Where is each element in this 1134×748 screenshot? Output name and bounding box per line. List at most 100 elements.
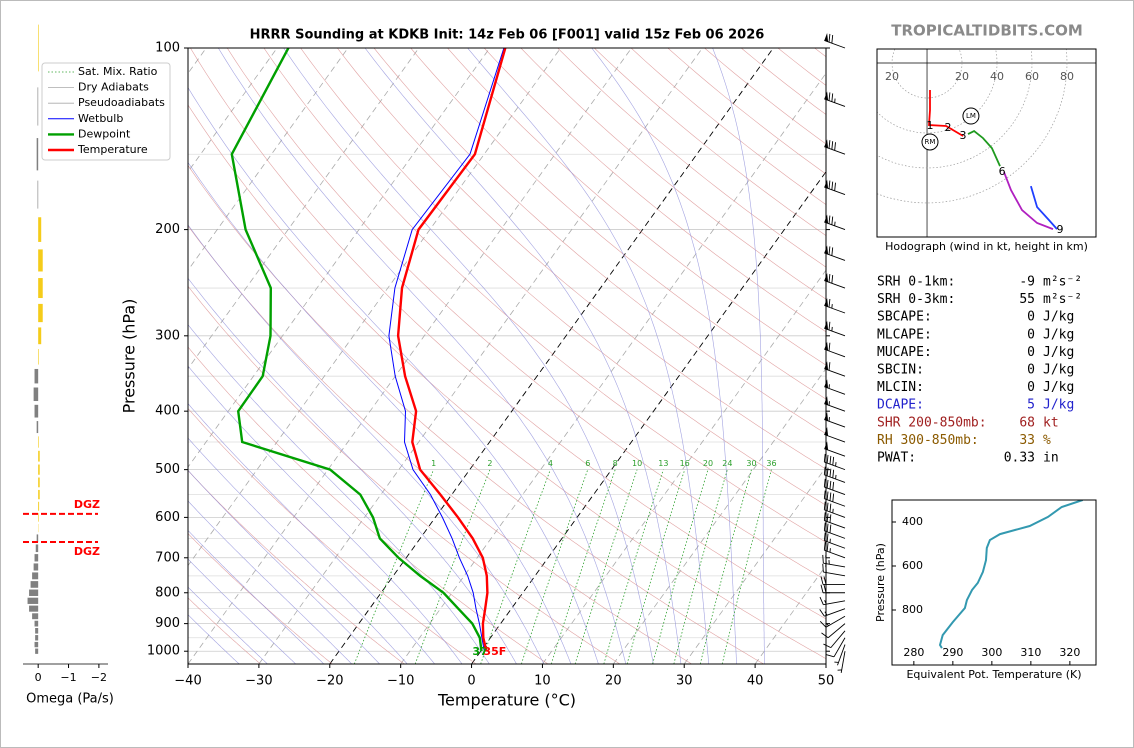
wind-barb — [823, 532, 846, 549]
barb-feather — [829, 503, 832, 512]
mixing-ratio-label: 10 — [632, 459, 642, 468]
wind-barb — [819, 615, 846, 628]
barb-pennant — [824, 361, 829, 370]
dry-adiabat — [447, 48, 826, 366]
x-tick-label: 320 — [1059, 646, 1080, 659]
mixing-ratio-line — [574, 469, 638, 664]
y-axis-title: Pressure (hPa) — [120, 299, 139, 414]
wind-barb — [824, 361, 846, 377]
mixing-ratio-label: 20 — [703, 459, 713, 468]
barb-feather — [829, 524, 832, 533]
barb-pennant — [824, 245, 829, 255]
x-tick-label: 50 — [818, 674, 835, 689]
legend-label: Wetbulb — [78, 112, 123, 125]
barb-feather — [823, 478, 826, 488]
wind-barb — [824, 341, 846, 358]
hodo-ring-label: 40 — [990, 70, 1004, 83]
wind-barb — [824, 214, 846, 231]
barb-staff — [824, 486, 846, 496]
barb-feather — [832, 493, 835, 502]
barb-feather — [831, 216, 834, 225]
barb-feather — [820, 584, 824, 593]
barb-feather — [826, 491, 829, 500]
barb-feather — [829, 480, 832, 490]
barb-feather — [828, 180, 831, 189]
isotherm — [188, 48, 632, 664]
wind-barb — [823, 501, 846, 518]
wind-barb — [821, 623, 846, 639]
barb-feather — [829, 468, 832, 477]
mixing-ratio-line — [414, 469, 491, 664]
barb-feather — [831, 93, 834, 102]
omega-bar — [38, 477, 40, 488]
y-tick-label: 600 — [155, 510, 180, 525]
mixing-ratio-label: 24 — [722, 459, 732, 468]
omega-bar — [38, 278, 43, 299]
omega-bar — [30, 581, 39, 588]
barb-staff — [827, 623, 846, 639]
surface-label: 35F — [483, 645, 506, 658]
barb-feather — [834, 142, 836, 151]
barb-feather — [821, 632, 829, 639]
y-tick-label: 900 — [155, 616, 180, 631]
barb-feather — [823, 512, 826, 521]
barb-feather — [826, 523, 829, 532]
pseudoadiabat — [218, 48, 627, 664]
dry-adiabat — [520, 48, 826, 300]
index-unit: J/kg — [1043, 310, 1074, 325]
hodo-ring-label: 60 — [1025, 70, 1039, 83]
mixing-ratio-label: 8 — [613, 459, 618, 468]
barb-feather — [828, 92, 831, 101]
barb-feather — [832, 456, 835, 466]
wind-barb — [823, 478, 846, 496]
wind-barb — [824, 320, 846, 337]
barb-feather — [826, 479, 829, 489]
wind-barb — [824, 441, 846, 457]
index-unit: % — [1043, 433, 1051, 448]
index-label: MUCAPE: — [877, 345, 932, 360]
index-unit: J/kg — [1043, 380, 1074, 395]
hodo-ring — [877, 49, 998, 134]
barb-feather — [834, 182, 836, 191]
index-value: 0 — [1027, 363, 1035, 378]
x-axis-title: Temperature (°C) — [437, 691, 576, 710]
barb-feather — [829, 455, 832, 465]
barb-staff — [824, 530, 846, 539]
x-tick-label: 10 — [534, 674, 551, 689]
x-tick-label: 0 — [467, 674, 475, 689]
pseudoadiabat — [188, 224, 545, 664]
mixing-ratio-line — [521, 469, 589, 664]
wind-barb — [822, 554, 846, 568]
barb-pennant — [824, 379, 829, 389]
index-unit: J/kg — [1043, 345, 1074, 360]
x-tick-label: 300 — [981, 646, 1002, 659]
legend-label: Dewpoint — [78, 127, 131, 140]
barb-staff — [824, 549, 846, 559]
wind-barb — [824, 273, 846, 289]
barb-feather — [831, 141, 834, 150]
barb-feather — [828, 33, 831, 43]
theta-area — [938, 500, 1084, 649]
barb-feather — [822, 563, 824, 573]
storm-motion-label: RM — [925, 138, 936, 146]
storm-motion-marker — [962, 107, 980, 125]
dgz-label: DGZ — [74, 545, 100, 558]
x-axis-title: Equivalent Pot. Temperature (K) — [906, 668, 1081, 681]
omega-bar — [38, 24, 39, 72]
mixing-ratio-label: 4 — [548, 459, 553, 468]
omega-bar — [38, 464, 40, 475]
mixing-ratio-line — [550, 469, 616, 664]
omega-bar — [38, 513, 39, 522]
barb-staff — [824, 461, 846, 471]
dry-adiabat — [263, 48, 826, 543]
omega-bar — [35, 627, 39, 634]
index-value: 55 — [1019, 292, 1035, 307]
x-tick-label: 20 — [605, 674, 622, 689]
wind-barb — [825, 637, 846, 658]
y-tick-label: 100 — [155, 41, 180, 56]
dry-adiabat — [190, 48, 826, 620]
height-label: 1 — [927, 119, 934, 132]
omega-bar — [35, 635, 39, 641]
barb-feather — [823, 643, 832, 649]
highlight-isotherm — [329, 48, 774, 664]
